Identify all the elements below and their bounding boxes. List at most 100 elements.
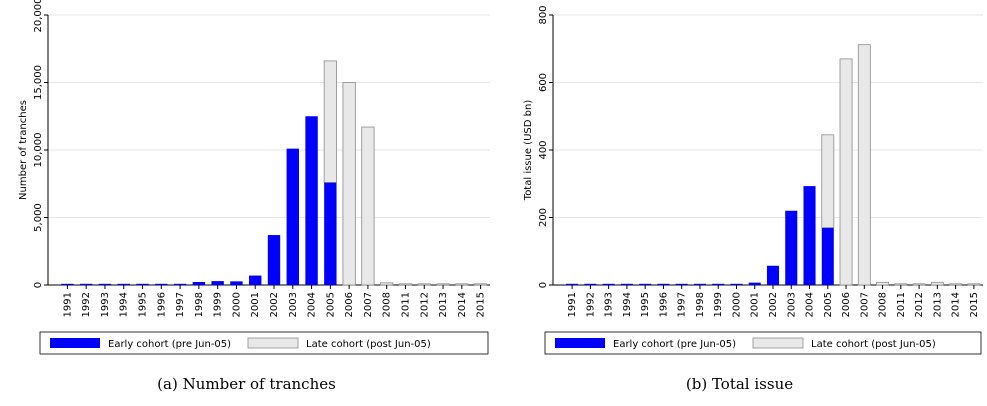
bar-early-cohort <box>230 281 243 285</box>
bar-late-cohort <box>912 283 926 286</box>
x-tick-label: 2005 <box>823 292 834 317</box>
y-tick-label: 0 <box>538 282 549 288</box>
x-tick-label: 2003 <box>786 292 797 317</box>
bar-early-cohort <box>620 283 633 285</box>
bar-early-cohort <box>584 283 597 285</box>
x-tick-label: 2001 <box>250 292 261 317</box>
bar-early-cohort <box>766 265 780 285</box>
legend-label-late: Late cohort (post Jun-05) <box>306 339 431 350</box>
bar-late-cohort <box>474 283 488 286</box>
bar-late-cohort <box>876 281 889 286</box>
legend-label-late: Late cohort (post Jun-05) <box>811 339 936 350</box>
x-tick-label: 1996 <box>658 292 669 317</box>
x-tick-label: 1999 <box>713 292 724 317</box>
bar-late-cohort <box>455 283 469 286</box>
x-tick-label: 1994 <box>119 292 130 317</box>
bar-early-cohort <box>785 210 798 285</box>
bar-late-cohort <box>821 134 835 229</box>
bar-early-cohort <box>211 281 224 285</box>
x-tick-label: 2006 <box>344 292 355 317</box>
chart-caption-tranches: (a) Number of tranches <box>157 375 336 393</box>
x-tick-label: 1993 <box>604 292 615 317</box>
bar-early-cohort <box>657 283 670 285</box>
bar-early-cohort <box>602 283 615 285</box>
x-tick-label: 2008 <box>878 292 889 317</box>
bar-early-cohort <box>79 283 93 285</box>
x-tick-label: 1991 <box>567 292 578 317</box>
x-tick-label: 1996 <box>156 292 167 317</box>
chart-svg-total-issue: 0 200 400 600 800 Total issue (USD bn) 1991 199… <box>523 5 983 355</box>
y-axis-title: Number of tranches <box>18 100 29 200</box>
bar-early-cohort <box>803 186 816 285</box>
x-tick-label: 1998 <box>194 292 205 317</box>
x-tick-label: 2013 <box>932 292 943 317</box>
x-tick-label: 2006 <box>841 292 852 317</box>
bar-early-cohort <box>155 283 168 285</box>
x-tick-label: 1997 <box>175 292 186 317</box>
x-tick-label: 1993 <box>100 292 111 317</box>
legend-swatch-late <box>752 337 804 349</box>
legend-swatch-late <box>247 337 299 349</box>
bar-late-cohort <box>398 283 413 286</box>
bar-early-cohort <box>566 283 579 285</box>
y-tick-label: 600 <box>538 73 549 92</box>
x-tick-label: 1998 <box>695 292 706 317</box>
x-tick-label: 2015 <box>476 292 487 317</box>
chart-panel-total-issue: 0 200 400 600 800 Total issue (USD bn) 1991 199… <box>493 0 986 406</box>
x-tick-label: 1994 <box>622 292 633 317</box>
x-tick-label: 2007 <box>859 292 870 317</box>
x-tick-label: 2004 <box>307 292 318 317</box>
legend-label-early: Early cohort (pre Jun-05) <box>108 339 231 350</box>
bar-late-cohort <box>930 281 944 286</box>
x-tick-label: 1992 <box>81 292 92 317</box>
chart-caption-total-issue: (b) Total issue <box>685 375 794 393</box>
bar-early-cohort <box>61 283 74 285</box>
x-tick-label: 2001 <box>750 292 761 317</box>
bar-early-cohort <box>98 283 112 285</box>
x-tick-label: 1999 <box>213 292 224 317</box>
y-tick-label: 10,000 <box>33 133 44 168</box>
legend-label-early: Early cohort (pre Jun-05) <box>613 339 736 350</box>
x-tick-label: 2011 <box>896 292 907 317</box>
chart-panel-tranches: 0 5,000 10,000 15,000 20,000 Number of tranch… <box>0 0 493 406</box>
y-tick-label: 800 <box>538 5 549 24</box>
y-tick-label: 200 <box>538 208 549 227</box>
x-tick-label: 1997 <box>677 292 688 317</box>
x-tick-label: 2014 <box>457 292 468 317</box>
bar-late-cohort <box>361 126 375 286</box>
y-axis-title: Total issue (USD bn) <box>523 100 534 202</box>
x-tick-label: 2013 <box>438 292 449 317</box>
y-tick-label: 15,000 <box>33 65 44 100</box>
bar-early-cohort <box>324 182 337 285</box>
x-tick-label: 2000 <box>731 292 742 317</box>
x-tick-label: 2008 <box>382 292 393 317</box>
legend-swatch-early <box>50 338 100 348</box>
bar-late-cohort <box>342 82 356 286</box>
bar-late-cohort <box>857 44 871 286</box>
bar-early-cohort <box>305 116 318 285</box>
bar-late-cohort <box>417 283 431 286</box>
x-tick-label: 2005 <box>325 292 336 317</box>
x-tick-label: 1995 <box>138 292 149 317</box>
bar-early-cohort <box>730 283 743 285</box>
x-tick-label: 2012 <box>914 292 925 317</box>
bar-early-cohort <box>267 235 281 285</box>
y-tick-label: 20,000 <box>33 0 44 33</box>
bar-early-cohort <box>639 283 652 285</box>
y-tick-label: 5,000 <box>33 203 44 232</box>
bar-early-cohort <box>712 283 725 285</box>
bar-late-cohort <box>967 283 981 286</box>
bar-late-cohort <box>839 58 853 286</box>
bar-early-cohort <box>173 283 187 285</box>
chart-svg-tranches: 0 5,000 10,000 15,000 20,000 Number of tranch… <box>18 0 490 355</box>
x-tick-label: 2012 <box>419 292 430 317</box>
x-tick-label: 2004 <box>805 292 816 317</box>
bar-early-cohort <box>117 283 130 285</box>
x-tick-label: 2007 <box>363 292 374 317</box>
x-tick-label: 2015 <box>969 292 980 317</box>
bar-early-cohort <box>693 283 706 285</box>
y-tick-label: 0 <box>33 282 44 288</box>
x-tick-label: 2011 <box>400 292 411 317</box>
x-tick-label: 2002 <box>269 292 280 317</box>
bar-early-cohort <box>286 148 299 285</box>
